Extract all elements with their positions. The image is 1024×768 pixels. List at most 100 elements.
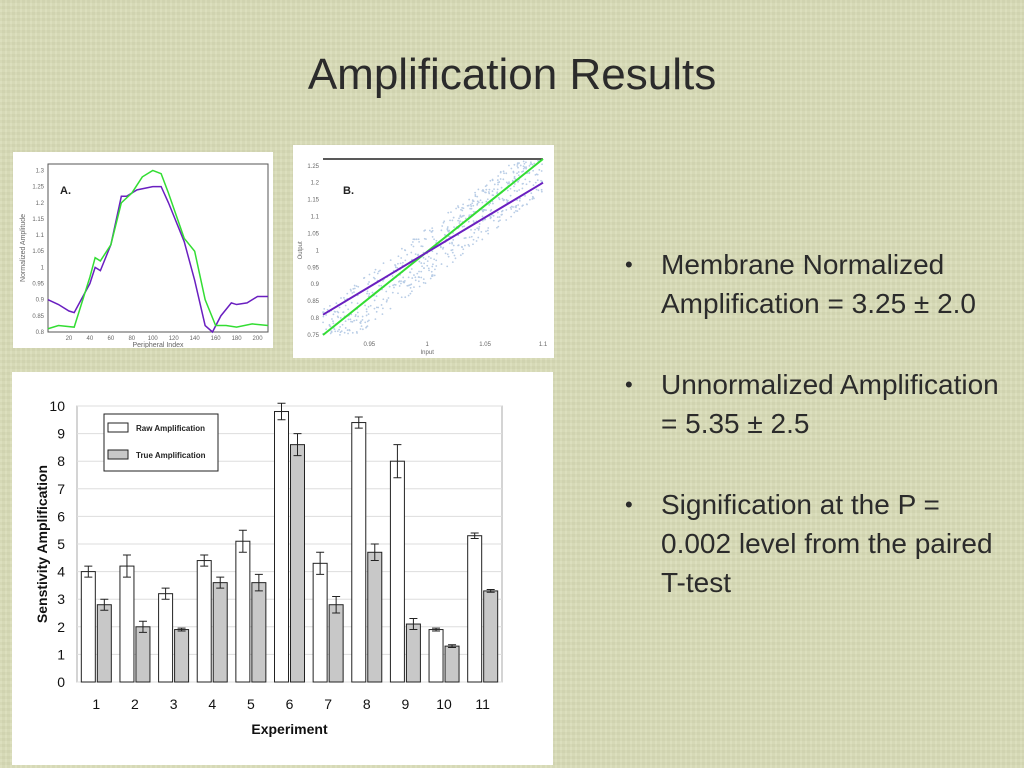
scatter-point xyxy=(417,254,419,257)
scatter-point xyxy=(464,237,467,239)
series-line-purple xyxy=(47,185,268,334)
scatter-point xyxy=(332,313,335,316)
scatter-point xyxy=(328,304,331,307)
y-tick-label: 1.05 xyxy=(307,231,319,237)
x-tick-label: 200 xyxy=(253,336,264,342)
scatter-point xyxy=(417,280,420,283)
bar-raw xyxy=(351,422,367,683)
scatter-point xyxy=(421,245,424,248)
scatter-point xyxy=(337,316,340,319)
scatter-point xyxy=(325,328,328,331)
scatter-point xyxy=(469,203,472,206)
x-tick-label: 1 xyxy=(92,696,100,712)
scatter-point xyxy=(404,259,407,262)
scatter-point xyxy=(515,204,518,207)
scatter-point xyxy=(441,225,444,227)
scatter-point xyxy=(463,225,466,228)
y-tick-label: 1.15 xyxy=(307,198,319,204)
scatter-point xyxy=(357,315,360,318)
scatter-point xyxy=(476,200,479,203)
scatter-point xyxy=(426,264,429,267)
scatter-point xyxy=(373,307,376,310)
scatter-point xyxy=(488,192,491,195)
bullet-text: Membrane Normalized Amplification = 3.25… xyxy=(661,249,976,319)
scatter-point xyxy=(511,179,514,182)
scatter-point xyxy=(373,277,376,280)
scatter-point xyxy=(375,295,378,298)
scatter-point xyxy=(414,276,417,279)
scatter-point xyxy=(397,262,399,265)
y-tick-label: 0.85 xyxy=(307,299,319,305)
scatter-point xyxy=(534,173,537,176)
x-tick-label: 1.05 xyxy=(479,342,491,348)
scatter-point xyxy=(507,199,509,202)
scatter-point xyxy=(518,162,520,164)
scatter-point xyxy=(462,248,465,251)
panel-label: A. xyxy=(60,185,71,197)
scatter-point xyxy=(467,204,470,207)
scatter-point xyxy=(479,199,482,202)
x-tick-label: 5 xyxy=(247,696,255,712)
scatter-point xyxy=(483,209,486,211)
scatter-point xyxy=(366,325,369,328)
scatter-point xyxy=(451,219,454,222)
scatter-point xyxy=(497,225,500,228)
scatter-point xyxy=(481,215,484,218)
scatter-point xyxy=(402,281,405,284)
scatter-point xyxy=(460,216,463,218)
scatter-point xyxy=(440,229,443,232)
scatter-point xyxy=(519,197,521,200)
scatter-point xyxy=(461,245,463,248)
scatter-point xyxy=(538,168,541,171)
scatter-point xyxy=(531,195,534,198)
scatter-point xyxy=(406,253,409,256)
scatter-point xyxy=(496,188,499,191)
scatter-point xyxy=(418,240,421,243)
scatter-point xyxy=(377,306,380,309)
scatter-point xyxy=(518,199,521,202)
scatter-point xyxy=(420,262,423,264)
scatter-point xyxy=(404,296,407,299)
error-bar xyxy=(161,587,170,600)
bar-true xyxy=(328,604,344,683)
bullet-icon: • xyxy=(625,492,633,517)
x-tick-label: 100 xyxy=(148,336,159,342)
scatter-point xyxy=(452,238,455,241)
scatter-point xyxy=(415,238,418,241)
scatter-point xyxy=(352,287,355,290)
scatter-point xyxy=(468,214,471,217)
y-tick-label: 1.25 xyxy=(32,185,44,191)
scatter-point xyxy=(416,272,419,275)
scatter-point xyxy=(458,217,460,220)
x-tick-label: 0.95 xyxy=(363,342,375,348)
error-bar xyxy=(254,573,263,592)
y-tick-label: 0.75 xyxy=(307,333,319,339)
scatter-point xyxy=(391,291,394,294)
x-tick-label: 7 xyxy=(324,696,332,712)
bar-true xyxy=(174,629,190,683)
bar-raw xyxy=(389,460,405,683)
scatter-point xyxy=(457,206,460,209)
x-tick-label: 140 xyxy=(190,336,201,342)
scatter-point xyxy=(434,268,436,271)
scatter-point xyxy=(399,262,402,265)
scatter-point xyxy=(402,261,404,264)
scatter-point xyxy=(541,163,543,166)
x-tick-label: 3 xyxy=(170,696,178,712)
scatter-point xyxy=(350,320,352,323)
bar-raw xyxy=(312,562,328,683)
error-bar xyxy=(432,627,441,632)
scatter-point xyxy=(502,178,505,181)
scatter-point xyxy=(375,310,378,313)
scatter-point xyxy=(366,290,369,293)
scatter-point xyxy=(481,210,484,213)
scatter-point xyxy=(368,319,370,322)
error-bar xyxy=(486,589,495,593)
scatter-point xyxy=(472,238,475,241)
scatter-point xyxy=(393,283,396,286)
scatter-point xyxy=(498,216,501,218)
scatter-point xyxy=(459,254,462,257)
scatter-point xyxy=(447,230,450,232)
scatter-point xyxy=(485,191,487,194)
scatter-point xyxy=(532,184,535,187)
